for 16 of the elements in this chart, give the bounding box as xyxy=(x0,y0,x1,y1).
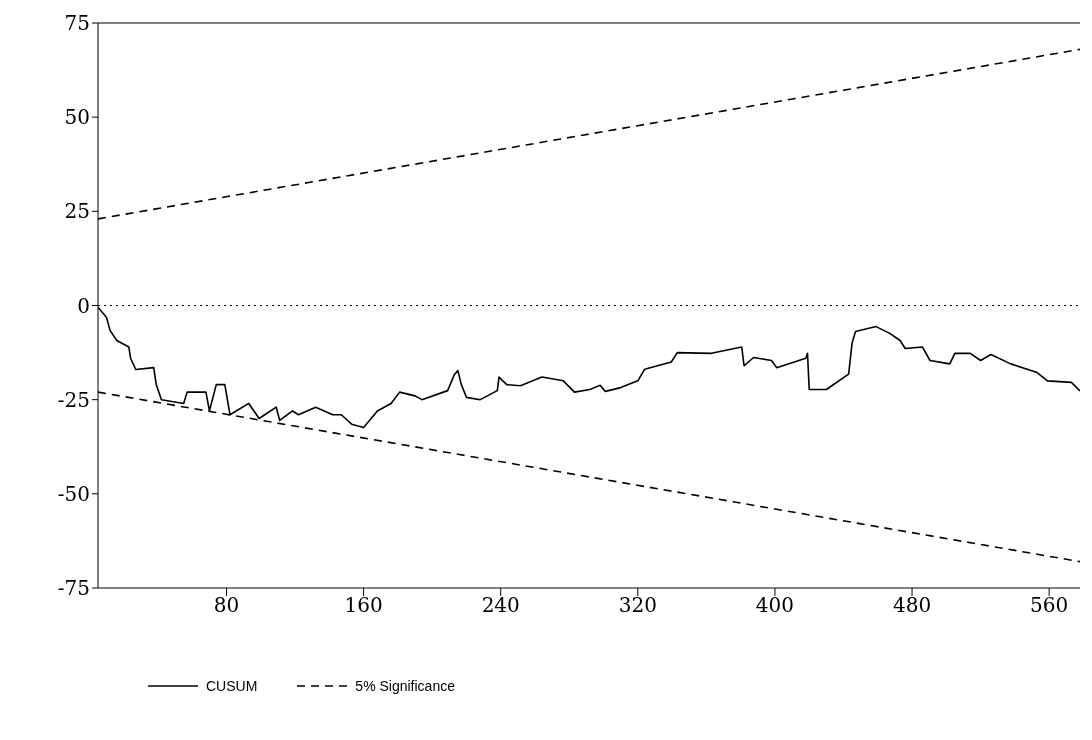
x-tick-label: 240 xyxy=(481,593,520,618)
x-tick-label: 320 xyxy=(618,593,657,618)
legend-label: CUSUM xyxy=(206,678,258,694)
y-tick-label: -75 xyxy=(57,576,90,601)
y-tick-label: 0 xyxy=(77,293,90,318)
x-tick-label: 400 xyxy=(755,593,795,618)
x-tick-label: 80 xyxy=(213,593,240,618)
y-tick-label: 25 xyxy=(64,199,90,224)
y-tick-label: 75 xyxy=(64,11,90,36)
x-tick-label: 560 xyxy=(1030,593,1069,618)
y-tick-label: -50 xyxy=(57,481,90,506)
x-tick-label: 160 xyxy=(344,593,383,618)
y-tick-label: -25 xyxy=(57,387,90,412)
y-tick-label: 50 xyxy=(64,105,90,130)
legend-label: 5% Significance xyxy=(355,678,455,694)
x-tick-label: 480 xyxy=(892,593,932,618)
